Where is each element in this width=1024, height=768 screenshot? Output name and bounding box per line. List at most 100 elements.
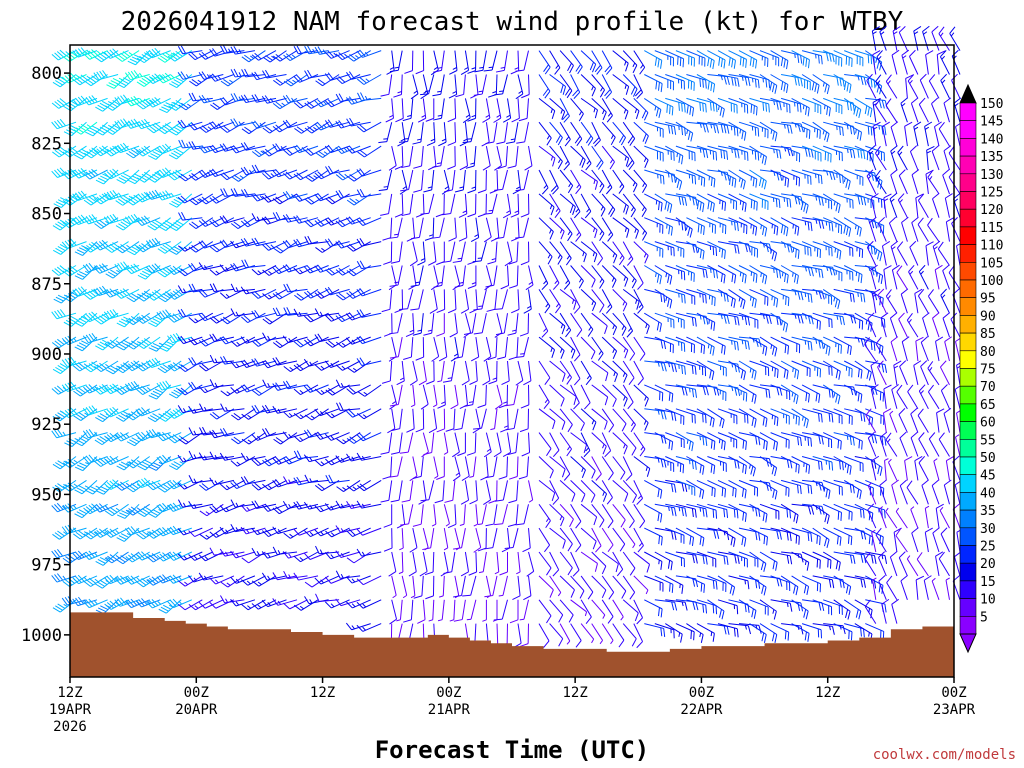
wind-barb xyxy=(665,145,684,165)
wind-barb xyxy=(844,145,866,160)
wind-barb xyxy=(665,599,688,611)
wind-barb xyxy=(654,503,677,517)
wind-barb xyxy=(906,480,919,505)
wind-barb xyxy=(644,623,666,637)
wind-barb xyxy=(230,336,256,347)
wind-barb xyxy=(780,527,800,545)
wind-barb xyxy=(502,98,512,123)
wind-barb xyxy=(770,575,791,591)
wind-barb xyxy=(404,50,414,74)
wind-barb xyxy=(759,599,777,620)
wind-barb xyxy=(833,408,853,425)
wind-barb xyxy=(932,192,940,218)
wind-barb xyxy=(125,551,150,563)
wind-barb xyxy=(802,503,825,515)
wind-barb xyxy=(395,98,404,123)
wind-barb xyxy=(484,527,498,550)
credit-link[interactable]: coolwx.com/models xyxy=(873,747,1016,763)
colorbar-label: 20 xyxy=(980,557,996,572)
wind-barb xyxy=(156,72,182,84)
wind-barb xyxy=(559,551,573,576)
wind-barb xyxy=(890,145,898,171)
wind-barb xyxy=(103,309,129,320)
wind-barb xyxy=(240,452,266,461)
wind-barb xyxy=(791,599,809,620)
wind-barb xyxy=(945,455,955,481)
wind-barb xyxy=(928,432,940,457)
wind-barb xyxy=(549,312,566,335)
wind-barb xyxy=(198,551,224,562)
wind-barb xyxy=(177,551,203,561)
wind-barb xyxy=(549,145,563,170)
wind-barb xyxy=(83,503,108,515)
wind-barb xyxy=(167,312,193,323)
wind-barb xyxy=(502,432,512,458)
wind-barb xyxy=(251,193,277,202)
wind-barb xyxy=(867,503,877,529)
wind-barb xyxy=(791,408,809,429)
wind-barb xyxy=(591,241,604,266)
wind-barb xyxy=(167,408,193,419)
wind-barb xyxy=(780,265,799,285)
wind-barb xyxy=(390,480,403,503)
wind-barb xyxy=(749,599,769,616)
wind-barb xyxy=(899,360,908,386)
wind-barb xyxy=(396,360,405,386)
wind-barb xyxy=(62,145,87,158)
wind-barb xyxy=(633,575,649,595)
wind-barb xyxy=(178,265,203,277)
wind-barb xyxy=(303,358,329,367)
wind-barb xyxy=(622,74,638,97)
colorbar-label: 25 xyxy=(980,540,996,555)
wind-barb xyxy=(538,312,549,338)
wind-barb xyxy=(633,408,649,431)
wind-barb xyxy=(874,98,887,123)
wind-barb xyxy=(953,97,962,123)
wind-barb xyxy=(812,551,832,569)
wind-barb xyxy=(791,74,811,91)
wind-barb xyxy=(675,265,695,282)
x-tick-label: 00Z xyxy=(689,685,714,701)
wind-barb xyxy=(601,265,617,288)
wind-barb xyxy=(812,97,831,117)
wind-barb xyxy=(728,551,748,568)
wind-barb xyxy=(261,216,287,225)
wind-barb xyxy=(251,164,277,174)
wind-barb xyxy=(898,169,908,195)
wind-barb xyxy=(459,384,468,410)
wind-barb xyxy=(230,384,256,394)
wind-barb xyxy=(866,73,877,99)
wind-barb xyxy=(644,479,663,499)
wind-barb xyxy=(812,408,834,423)
wind-barb xyxy=(424,551,435,576)
wind-barb xyxy=(612,217,630,238)
wind-barb xyxy=(781,121,804,133)
wind-barb xyxy=(241,259,266,269)
wind-barb xyxy=(644,575,664,592)
colorbar-swatch xyxy=(959,208,977,228)
wind-barb xyxy=(896,265,908,290)
wind-barb xyxy=(707,145,729,160)
wind-barb xyxy=(346,288,371,299)
wind-barb xyxy=(696,599,718,615)
wind-barb xyxy=(942,312,950,338)
wind-barb xyxy=(230,283,255,292)
wind-barb xyxy=(791,623,810,642)
wind-barb xyxy=(717,241,740,254)
wind-barb xyxy=(507,432,519,456)
wind-barb xyxy=(622,312,634,338)
wind-barb xyxy=(442,241,456,263)
wind-barb xyxy=(864,599,877,624)
wind-barb xyxy=(209,73,235,82)
wind-barb xyxy=(383,528,393,552)
wind-barb xyxy=(665,50,685,68)
wind-barb xyxy=(843,97,862,119)
wind-barb xyxy=(106,74,129,89)
wind-barb xyxy=(580,217,598,239)
wind-barb xyxy=(345,216,371,225)
wind-barb xyxy=(570,169,582,195)
wind-barb xyxy=(167,432,193,444)
wind-barb xyxy=(917,217,929,242)
wind-barb xyxy=(654,50,674,67)
wind-barb xyxy=(936,50,946,75)
